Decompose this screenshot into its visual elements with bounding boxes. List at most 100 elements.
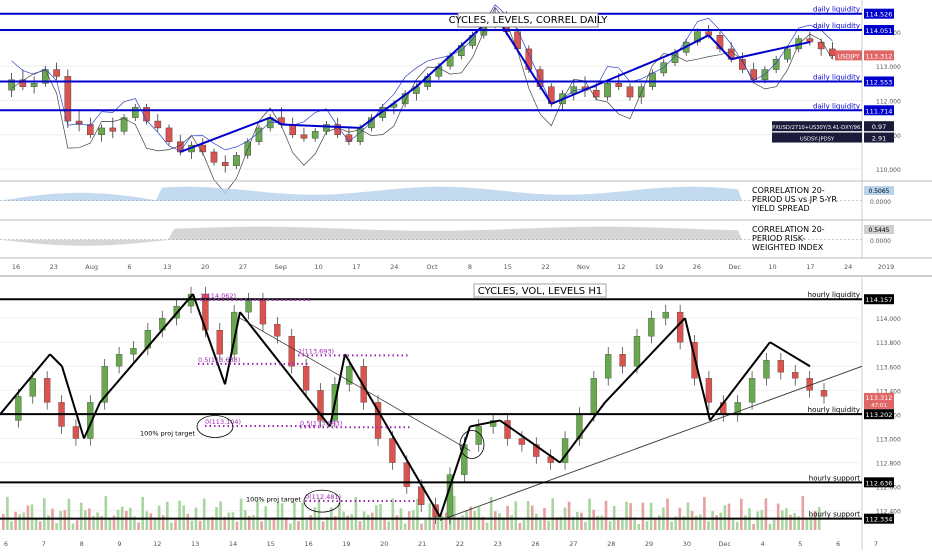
volume-bar — [416, 498, 419, 530]
hourly-cycle-line — [604, 317, 686, 404]
top-legend-label: SPXUSD/2710+US30Y/3.41-DXY/96.5 — [769, 125, 865, 131]
volume-bar — [735, 521, 739, 530]
volume-bar — [682, 516, 686, 530]
bottom-x-tick: 16 — [304, 540, 312, 548]
bottom-chart-title: CYCLES, VOL, LEVELS H1 — [478, 286, 602, 297]
corr-panel-label: YIELD SPREAD — [751, 204, 810, 213]
volume-bar — [125, 510, 128, 530]
hourly-cycle-line — [439, 426, 471, 518]
volume-bar — [813, 510, 817, 530]
top-candle — [199, 144, 207, 153]
top-legend-tag-bg — [772, 132, 862, 143]
corr-panel-label: PERIOD US vs JP 5-YR — [752, 195, 837, 204]
volume-bar — [412, 510, 415, 530]
volume-bar — [715, 515, 718, 530]
top-level-tag: 114.526 — [866, 11, 893, 19]
hourly-candle — [533, 444, 540, 457]
fib-level-label: 1(114.062) — [200, 292, 236, 300]
volume-bar — [674, 516, 677, 530]
volume-bar — [547, 520, 550, 530]
volume-bar — [727, 503, 731, 530]
top-x-tick: 17 — [806, 263, 814, 271]
top-level-tag-bg — [864, 105, 894, 116]
top-liquidity-label: daily liquidity — [813, 6, 860, 14]
hourly-candle — [605, 354, 612, 379]
bottom-x-tick: 13 — [191, 540, 199, 548]
volume-bar — [161, 515, 165, 530]
volume-bar — [198, 520, 202, 530]
top-x-tick: 23 — [50, 263, 58, 271]
volume-bar — [321, 521, 325, 530]
top-candle — [132, 107, 139, 118]
volume-bar — [30, 504, 34, 530]
top-chart-title: CYCLES, LEVELS, CORREL DAILY — [449, 15, 609, 26]
volume-bar — [670, 521, 673, 530]
top-candle — [626, 86, 634, 98]
corr-value-bg — [864, 186, 894, 195]
volume-bar — [14, 511, 17, 530]
volume-bar — [489, 496, 493, 530]
volume-bar — [104, 496, 108, 530]
bottom-x-axis: 6 7 8 9 12 13 14 15 16 19 20 21 22 23 26 27 28 29 30 Dec 4 5 6… — [4, 540, 878, 548]
fib-level-label: 0(113.104) — [205, 418, 241, 426]
volume-bar — [108, 518, 112, 530]
volume-bar — [719, 512, 723, 530]
top-candle — [120, 117, 128, 132]
top-title-box — [457, 12, 599, 28]
volume-bar — [453, 496, 456, 530]
corr-area — [0, 226, 742, 246]
volume-bar — [309, 515, 313, 530]
hourly-cycle-line — [239, 311, 331, 428]
hourly-cycle-line — [344, 353, 441, 518]
volume-bar — [744, 515, 747, 530]
top-candle — [154, 120, 162, 129]
volume-bar — [731, 518, 735, 530]
volume-bar — [600, 515, 604, 530]
volume-bar — [571, 516, 575, 530]
volume-bar — [79, 502, 83, 530]
hourly-candle — [259, 299, 267, 325]
hourly-candle — [231, 311, 238, 355]
top-candle — [221, 162, 229, 166]
volume-bar — [75, 520, 79, 530]
top-candle — [829, 48, 836, 56]
top-legend-value: 2.91 — [872, 135, 886, 143]
bottom-x-tick: 30 — [683, 540, 691, 548]
volume-bar — [2, 514, 5, 530]
volume-bar — [395, 515, 399, 530]
target-circle — [196, 415, 234, 438]
top-cycle-line — [674, 34, 710, 54]
volume-bar — [248, 515, 251, 530]
top-candle — [323, 124, 330, 132]
top-price-tick: 112.000 — [876, 98, 901, 105]
volume-bar — [407, 511, 411, 530]
top-x-tick: Aug — [85, 263, 98, 271]
hourly-level-tag: 113.202 — [866, 411, 893, 419]
volume-bar — [629, 503, 632, 530]
volume-bar — [797, 516, 800, 530]
volume-bar — [764, 498, 768, 530]
volume-bar — [559, 516, 563, 530]
volume-bar — [428, 503, 431, 530]
top-x-tick: 22 — [541, 263, 549, 271]
volume-bar — [96, 512, 99, 530]
fib-level-label: 0.5(113.633) — [198, 356, 240, 364]
top-x-tick: 8 — [468, 263, 472, 271]
hourly-candle — [820, 390, 828, 397]
top-x-tick: 20 — [201, 263, 209, 271]
top-legend-label: USDSY-JPDSY — [800, 137, 835, 143]
top-liquidity-label: daily liquidity — [813, 22, 860, 30]
top-liquidity-label: daily liquidity — [813, 102, 860, 110]
hourly-level-tag-bg — [864, 294, 894, 305]
bottom-x-tick: 21 — [418, 540, 426, 548]
volume-bar — [268, 519, 272, 530]
volume-bar — [71, 523, 75, 530]
volume-bar — [723, 505, 727, 530]
volume-bar — [444, 512, 448, 530]
top-indicator-line — [11, 6, 833, 194]
volume-bar — [756, 511, 759, 530]
volume-bar — [801, 496, 805, 530]
volume-bar — [317, 498, 321, 530]
volume-bar — [502, 518, 505, 530]
volume-bar — [420, 523, 423, 530]
